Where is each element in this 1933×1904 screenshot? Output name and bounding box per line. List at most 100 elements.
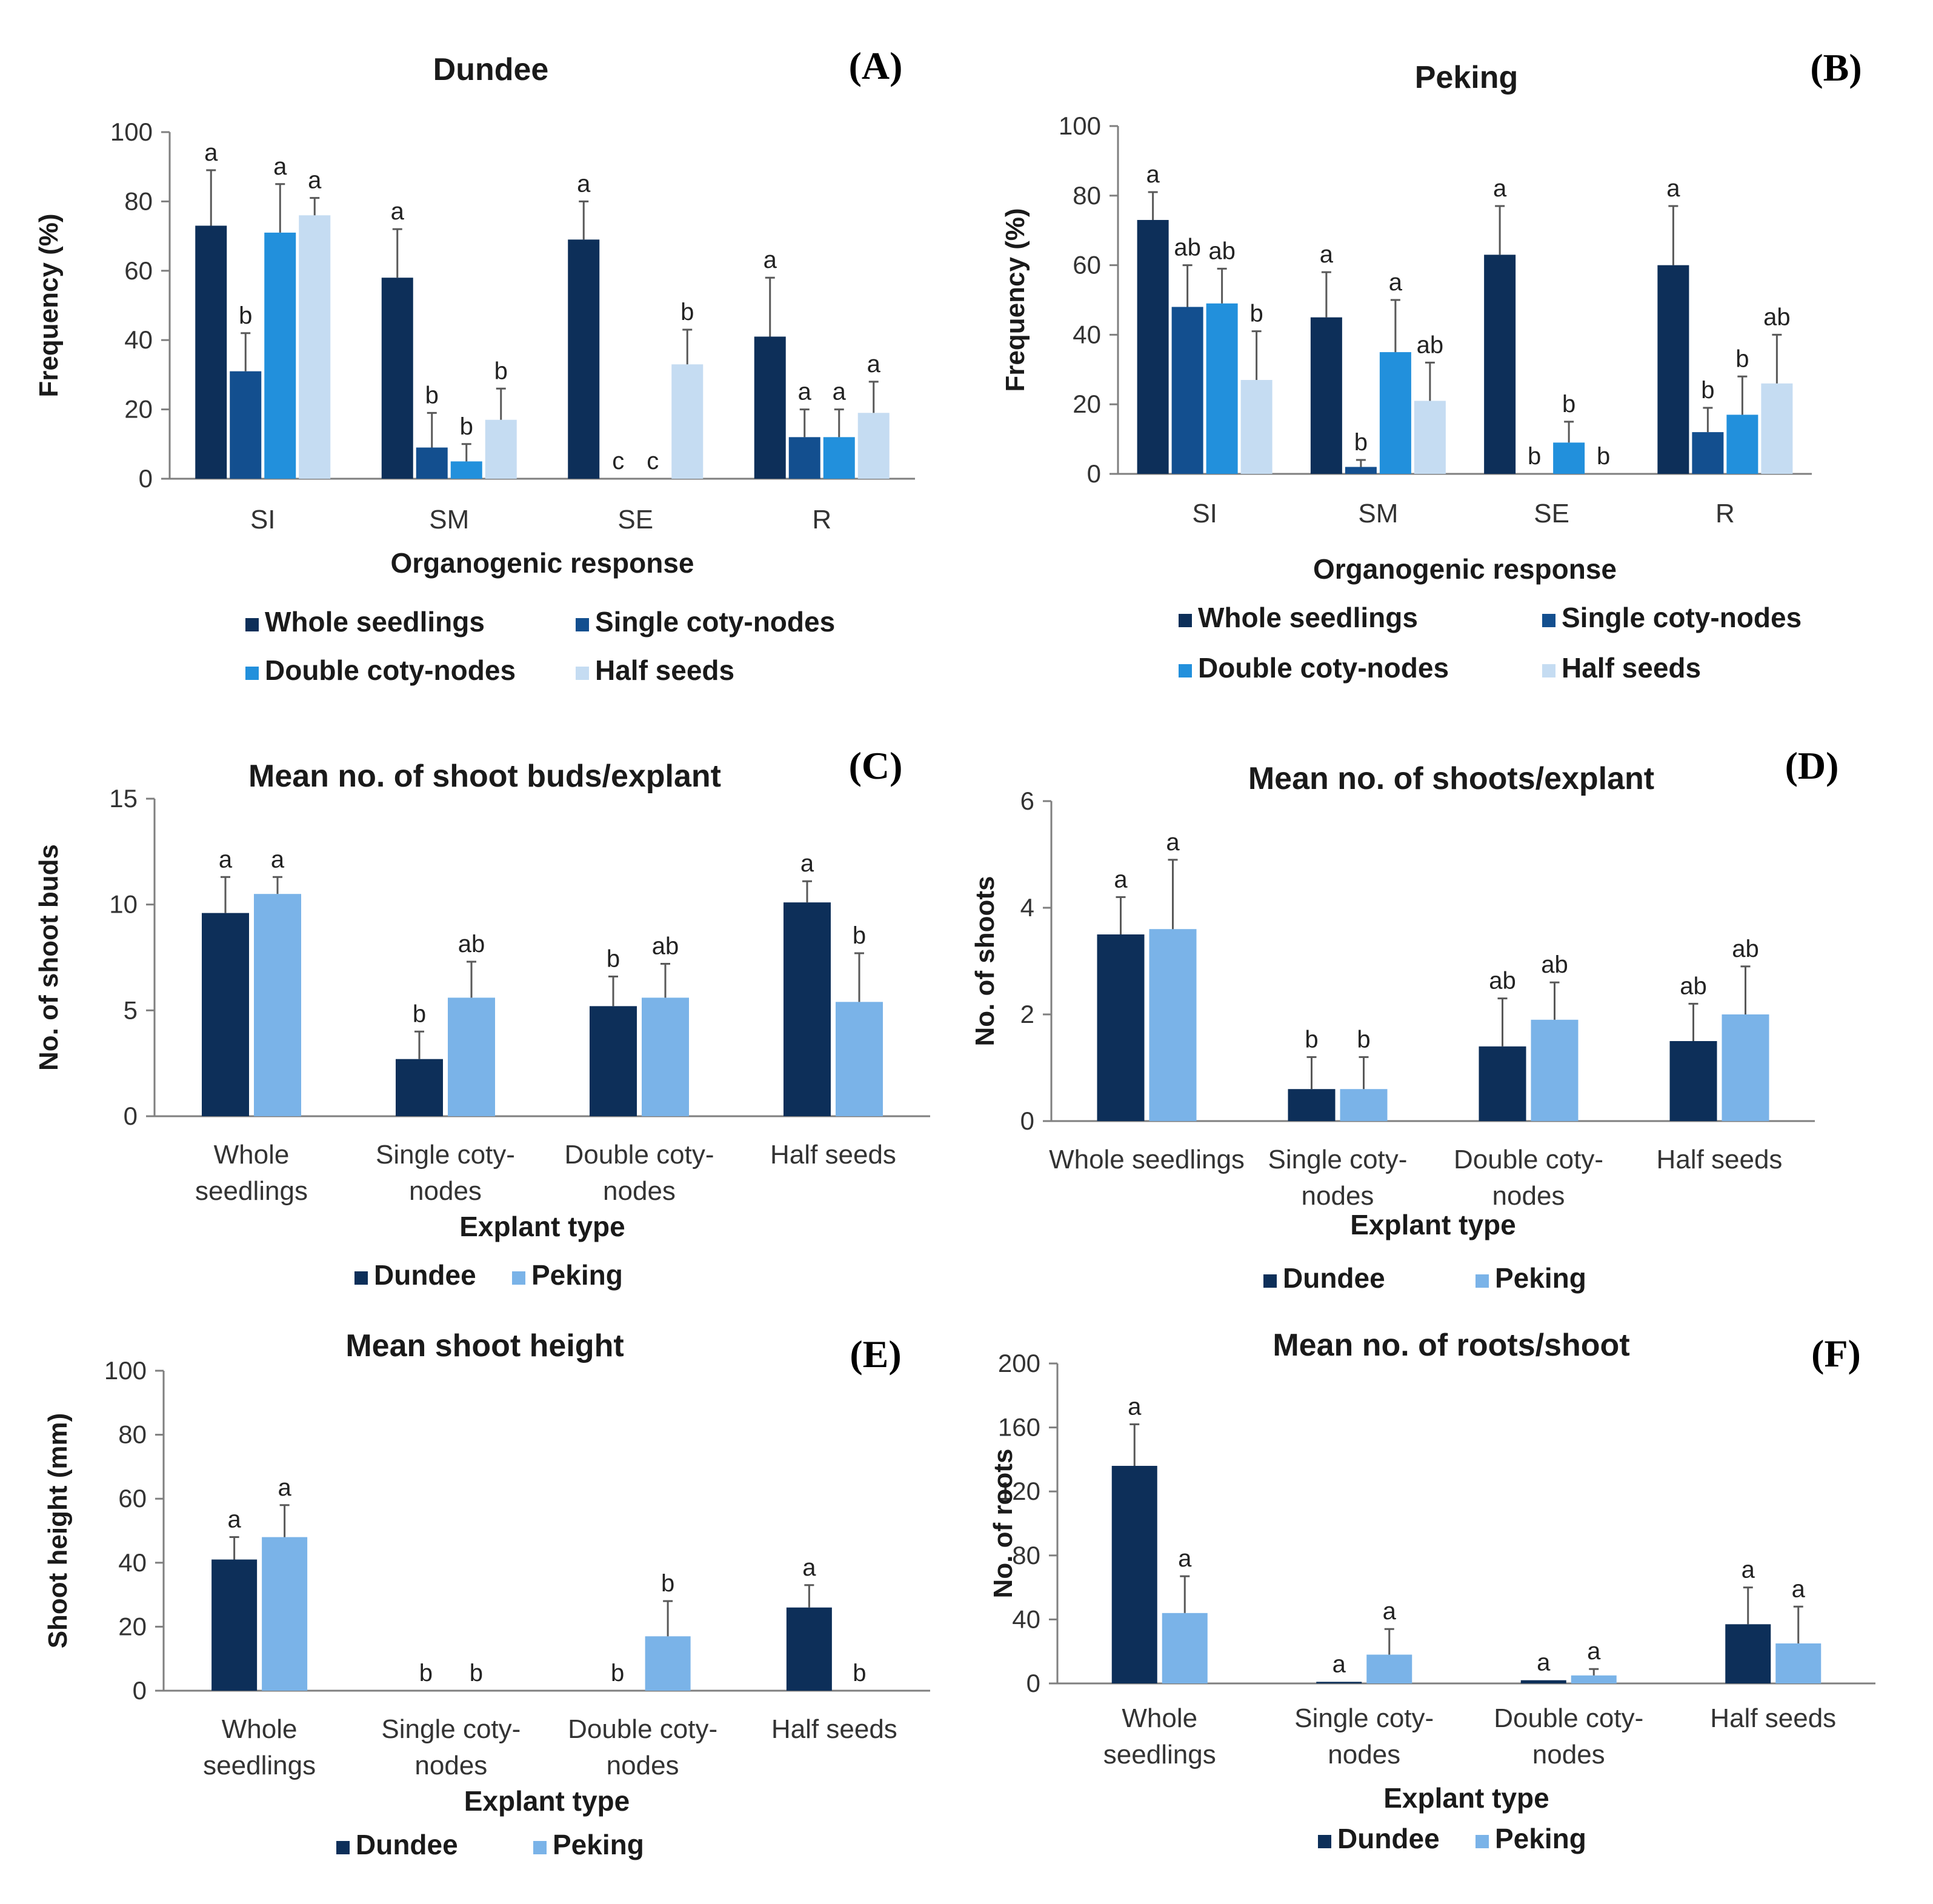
- significance-letter: a: [278, 1474, 292, 1501]
- category-label: SI: [1192, 499, 1217, 528]
- chart-title: Dundee: [433, 52, 549, 87]
- significance-letter: ab: [1489, 968, 1516, 994]
- chart-title: Mean no. of shoot buds/explant: [248, 759, 721, 794]
- bar-dundee: [1097, 934, 1145, 1121]
- significance-letter: b: [853, 922, 866, 949]
- y-axis-title: Shoot height (mm): [43, 1413, 73, 1649]
- x-axis-title: Explant type: [459, 1211, 625, 1242]
- legend-label: Whole seedlings: [1198, 602, 1418, 633]
- category-label: Single coty-: [376, 1140, 515, 1170]
- significance-letter: ab: [1680, 973, 1707, 999]
- bar-whole-seedlings: [1657, 265, 1689, 474]
- significance-letter: a: [273, 153, 287, 180]
- bar-peking: [1722, 1014, 1769, 1121]
- bar-peking: [642, 997, 689, 1116]
- bar-peking: [1149, 929, 1197, 1121]
- significance-letter: b: [1357, 1026, 1370, 1053]
- y-tick-label: 20: [124, 395, 153, 424]
- legend-label: Double coty-nodes: [1198, 652, 1449, 684]
- y-tick-label: 120: [998, 1477, 1040, 1505]
- bar-peking: [1571, 1675, 1617, 1683]
- significance-letter: a: [764, 247, 777, 273]
- bar-whole-seedlings: [568, 239, 600, 479]
- significance-letter: ab: [1541, 951, 1568, 978]
- bar-half-seeds: [1761, 383, 1793, 474]
- category-label: Whole seedlings: [1049, 1145, 1245, 1174]
- y-tick-label: 60: [1073, 251, 1101, 279]
- legend-swatch: [576, 667, 589, 680]
- legend-label: Dundee: [1283, 1262, 1385, 1294]
- panel-label: (C): [849, 744, 903, 787]
- legend-label: Peking: [1495, 1823, 1586, 1854]
- panel-label: (D): [1785, 744, 1839, 787]
- bar-dundee: [1111, 1465, 1157, 1683]
- category-label: Double coty-: [1454, 1145, 1603, 1174]
- y-tick-label: 80: [124, 187, 153, 215]
- bar-dundee: [1520, 1680, 1566, 1683]
- y-tick-label: 160: [998, 1413, 1040, 1442]
- significance-letter: b: [1701, 377, 1714, 404]
- y-tick-label: 40: [1012, 1605, 1040, 1633]
- significance-letter: b: [425, 382, 439, 408]
- legend-label: Dundee: [374, 1259, 476, 1291]
- legend-swatch: [533, 1841, 547, 1854]
- x-axis-title: Organogenic response: [1313, 553, 1617, 585]
- category-label: R: [1715, 499, 1735, 528]
- category-label: Single coty-: [1268, 1145, 1408, 1174]
- y-tick-label: 0: [1026, 1669, 1040, 1697]
- category-label: nodes: [409, 1176, 482, 1206]
- y-tick-label: 5: [124, 996, 138, 1024]
- bar-half-seeds: [485, 419, 517, 479]
- panel-label: (E): [850, 1333, 901, 1376]
- bar-half-seeds: [671, 364, 704, 479]
- bar-whole-seedlings: [1484, 255, 1516, 474]
- bar-half-seeds: [857, 413, 890, 479]
- category-label: seedlings: [195, 1176, 308, 1206]
- legend-swatch: [336, 1841, 350, 1854]
- y-tick-label: 0: [133, 1676, 147, 1705]
- category-label: SE: [1534, 499, 1569, 528]
- significance-letter: b: [419, 1660, 433, 1686]
- significance-letter: b: [853, 1660, 866, 1686]
- bar-peking: [1531, 1019, 1579, 1121]
- significance-letter: ab: [1174, 235, 1201, 261]
- significance-letter: b: [1735, 345, 1749, 372]
- chart-title: Peking: [1415, 60, 1519, 95]
- significance-letter: a: [1128, 1393, 1142, 1420]
- y-tick-label: 40: [118, 1548, 147, 1577]
- chart-panel-b: Peking (B) 0 20 40 60 80 100 Frequency (%) Organo…: [1000, 46, 1862, 684]
- category-label: nodes: [607, 1751, 679, 1780]
- y-tick-label: 0: [139, 464, 153, 493]
- chart-title: Mean shoot height: [345, 1328, 624, 1363]
- x-axis-title: Explant type: [1350, 1209, 1516, 1240]
- legend-label: Single coty-nodes: [595, 606, 835, 637]
- bar-dundee: [786, 1607, 832, 1691]
- legend-swatch: [1263, 1274, 1277, 1288]
- chart-panel-a: Dundee (A) 0 20 40 60 80 100 Frequency (%) Organo…: [34, 44, 915, 686]
- panel-label: (B): [1810, 46, 1861, 89]
- y-axis-title: No. of shoot buds: [34, 844, 64, 1071]
- bar-whole-seedlings: [1310, 317, 1342, 474]
- bar-peking: [1775, 1643, 1822, 1683]
- significance-letter: ab: [1208, 238, 1236, 264]
- bar-whole-seedlings: [381, 278, 413, 479]
- y-tick-label: 60: [124, 256, 153, 285]
- significance-letter: a: [204, 139, 218, 166]
- legend-label: Peking: [531, 1259, 623, 1291]
- bar-half-seeds: [1414, 401, 1446, 474]
- significance-letter: b: [680, 299, 694, 325]
- category-label: Single coty-: [1294, 1703, 1434, 1733]
- significance-letter: c: [647, 448, 659, 474]
- y-tick-label: 0: [1087, 459, 1101, 488]
- bar-dundee: [1479, 1046, 1526, 1121]
- significance-letter: ab: [1763, 304, 1791, 330]
- category-label: SI: [250, 505, 276, 534]
- significance-letter: b: [460, 413, 473, 440]
- category-label: nodes: [1532, 1740, 1605, 1769]
- panel-label: (F): [1811, 1332, 1861, 1375]
- legend-swatch: [1542, 614, 1555, 627]
- x-axis-title: Organogenic response: [390, 547, 694, 579]
- category-label: nodes: [1492, 1181, 1565, 1211]
- significance-letter: a: [867, 351, 881, 378]
- significance-letter: a: [802, 1554, 816, 1581]
